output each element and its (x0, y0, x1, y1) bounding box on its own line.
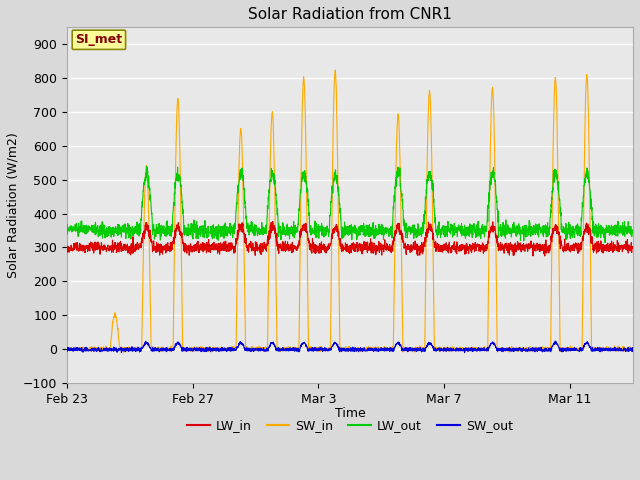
SW_in (629, 347, 637, 352)
LW_in (541, 253, 548, 259)
LW_in (188, 246, 196, 252)
Line: LW_out: LW_out (67, 167, 633, 243)
SW_out (556, 347, 564, 353)
SW_in (118, 345, 125, 351)
LW_out (601, 240, 609, 246)
LW_in (118, 248, 125, 253)
LW_in (152, 245, 159, 251)
SW_in (556, 349, 564, 355)
SW_in (369, 345, 376, 351)
SW_in (332, 67, 339, 73)
LW_out (368, 224, 376, 230)
LW_in (269, 218, 276, 224)
Line: SW_out: SW_out (67, 341, 633, 353)
LW_out (63, 225, 70, 230)
LW_out (118, 228, 125, 233)
SW_out (629, 347, 637, 353)
SW_out (63, 348, 70, 354)
LW_out (189, 227, 196, 233)
X-axis label: Time: Time (335, 407, 365, 420)
LW_in (368, 247, 376, 252)
LW_out (269, 168, 276, 174)
Text: SI_met: SI_met (76, 33, 122, 46)
SW_in (152, 346, 160, 352)
SW_out (152, 348, 159, 353)
SW_out (268, 340, 276, 346)
SW_out (188, 348, 196, 354)
LW_in (556, 246, 564, 252)
LW_in (629, 243, 637, 249)
SW_out (552, 338, 559, 344)
SW_out (368, 347, 376, 353)
SW_in (63, 346, 70, 351)
LW_out (143, 164, 150, 169)
Y-axis label: Solar Radiation (W/m2): Solar Radiation (W/m2) (7, 132, 20, 278)
SW_in (269, 109, 276, 115)
SW_out (118, 345, 125, 351)
LW_in (63, 244, 70, 250)
SW_in (120, 349, 128, 355)
LW_in (268, 225, 276, 230)
Title: Solar Radiation from CNR1: Solar Radiation from CNR1 (248, 7, 452, 22)
Line: SW_in: SW_in (67, 70, 633, 352)
Legend: LW_in, SW_in, LW_out, SW_out: LW_in, SW_in, LW_out, SW_out (182, 414, 518, 437)
Line: LW_in: LW_in (67, 221, 633, 256)
SW_in (189, 348, 196, 354)
LW_out (629, 229, 637, 235)
LW_out (152, 231, 160, 237)
LW_out (556, 205, 564, 211)
SW_out (461, 350, 468, 356)
